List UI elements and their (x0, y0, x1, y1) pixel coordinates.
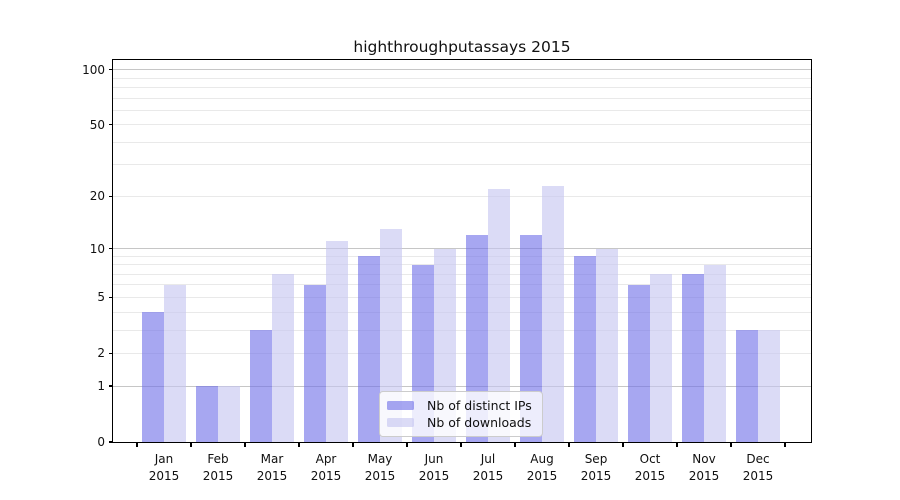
x-label-mar: Mar 2015 (256, 452, 288, 483)
x-label-sep: Sep 2015 (580, 452, 612, 483)
bar-downloads-dec (758, 330, 780, 442)
y-tick-10 (108, 247, 113, 250)
x-tick-7 (514, 442, 516, 447)
bar-distinct-ips-aug (520, 235, 542, 442)
y-tick-20 (108, 195, 113, 197)
x-tick-11 (730, 442, 732, 447)
y-tick-label-1: 1 (97, 379, 105, 394)
bar-downloads-oct (650, 274, 672, 442)
y-tick-label-50: 50 (89, 117, 105, 132)
legend-swatch-distinct-ips-icon (387, 400, 414, 411)
x-tick-2 (244, 442, 246, 447)
gridline-minor-70 (113, 97, 811, 99)
y-tick-label-5: 5 (97, 290, 105, 305)
gridline-minor-2 (113, 352, 811, 354)
gridline-minor-9 (113, 255, 811, 257)
y-tick-label-2: 2 (97, 346, 105, 361)
x-tick-3 (298, 442, 300, 447)
bar-downloads-nov (704, 264, 726, 442)
gridline-minor-90 (113, 77, 811, 79)
bar-distinct-ips-mar (250, 330, 272, 442)
legend-label-downloads: Nb of downloads (427, 415, 532, 430)
x-label-apr: Apr 2015 (310, 452, 342, 483)
x-label-oct: Oct 2015 (634, 452, 666, 483)
bar-distinct-ips-dec (736, 330, 758, 442)
x-label-dec: Dec 2015 (742, 452, 774, 483)
y-tick-label-0: 0 (97, 435, 105, 449)
bar-downloads-sep (596, 248, 618, 442)
gridline-minor-6 (113, 284, 811, 286)
x-label-jan: Jan 2015 (148, 452, 180, 483)
x-tick-6 (460, 442, 462, 447)
bar-distinct-ips-oct (628, 284, 650, 442)
gridline-minor-4 (113, 311, 811, 313)
bar-downloads-jul (488, 188, 510, 442)
x-label-nov: Nov 2015 (688, 452, 720, 483)
gridline-major-100 (113, 69, 811, 71)
legend-swatch-downloads-icon (387, 417, 414, 428)
gridline-minor-80 (113, 86, 811, 88)
y-tick-0 (108, 441, 113, 443)
legend-item-distinct-ips: Nb of distinct IPs (387, 398, 533, 413)
gridline-minor-8 (113, 264, 811, 266)
y-tick-label-20: 20 (89, 189, 105, 204)
bar-downloads-mar (272, 274, 294, 442)
bar-downloads-feb (218, 386, 240, 442)
gridline-minor-5 (113, 296, 811, 298)
bar-distinct-ips-jan (142, 312, 164, 442)
x-label-feb: Feb 2015 (202, 452, 234, 483)
y-tick-100 (108, 68, 113, 71)
gridline-minor-30 (113, 164, 811, 166)
y-tick-label-100: 100 (82, 62, 105, 77)
x-tick-12 (784, 442, 786, 447)
gridline-minor-3 (113, 329, 811, 331)
x-label-aug: Aug 2015 (526, 452, 558, 483)
gridline-minor-7 (113, 273, 811, 275)
gridline-major-1 (113, 385, 811, 387)
gridline-major-10 (113, 248, 811, 249)
bar-distinct-ips-feb (196, 386, 218, 442)
bar-distinct-ips-sep (574, 256, 596, 442)
legend-item-downloads: Nb of downloads (387, 415, 533, 430)
chart-title: highthroughputassays 2015 (353, 38, 571, 56)
y-tick-2 (108, 352, 113, 354)
x-label-jul: Jul 2015 (472, 452, 504, 483)
y-tick-label-10: 10 (89, 241, 105, 256)
bar-distinct-ips-may (358, 256, 380, 442)
bar-downloads-jan (164, 284, 186, 442)
bar-downloads-apr (326, 241, 348, 442)
y-tick-5 (108, 296, 113, 298)
x-tick-1 (190, 442, 192, 447)
x-label-jun: Jun 2015 (418, 452, 450, 483)
bar-distinct-ips-jul (466, 235, 488, 442)
x-tick-5 (406, 442, 408, 447)
x-tick-9 (622, 442, 624, 447)
gridline-minor-60 (113, 109, 811, 111)
y-tick-1 (108, 385, 113, 387)
bar-distinct-ips-nov (682, 274, 704, 442)
x-tick-4 (352, 442, 354, 447)
x-label-may: May 2015 (364, 452, 396, 483)
legend-label-distinct-ips: Nb of distinct IPs (427, 398, 532, 413)
x-tick-10 (676, 442, 678, 447)
bar-downloads-aug (542, 185, 564, 442)
x-tick-0 (136, 442, 138, 447)
y-tick-50 (108, 124, 113, 126)
legend: Nb of distinct IPs Nb of downloads (379, 391, 543, 437)
gridline-minor-40 (113, 141, 811, 143)
x-tick-8 (568, 442, 570, 447)
gridline-minor-50 (113, 124, 811, 126)
bar-downloads-may (380, 229, 402, 442)
gridline-minor-20 (113, 195, 811, 197)
bar-distinct-ips-apr (304, 284, 326, 442)
